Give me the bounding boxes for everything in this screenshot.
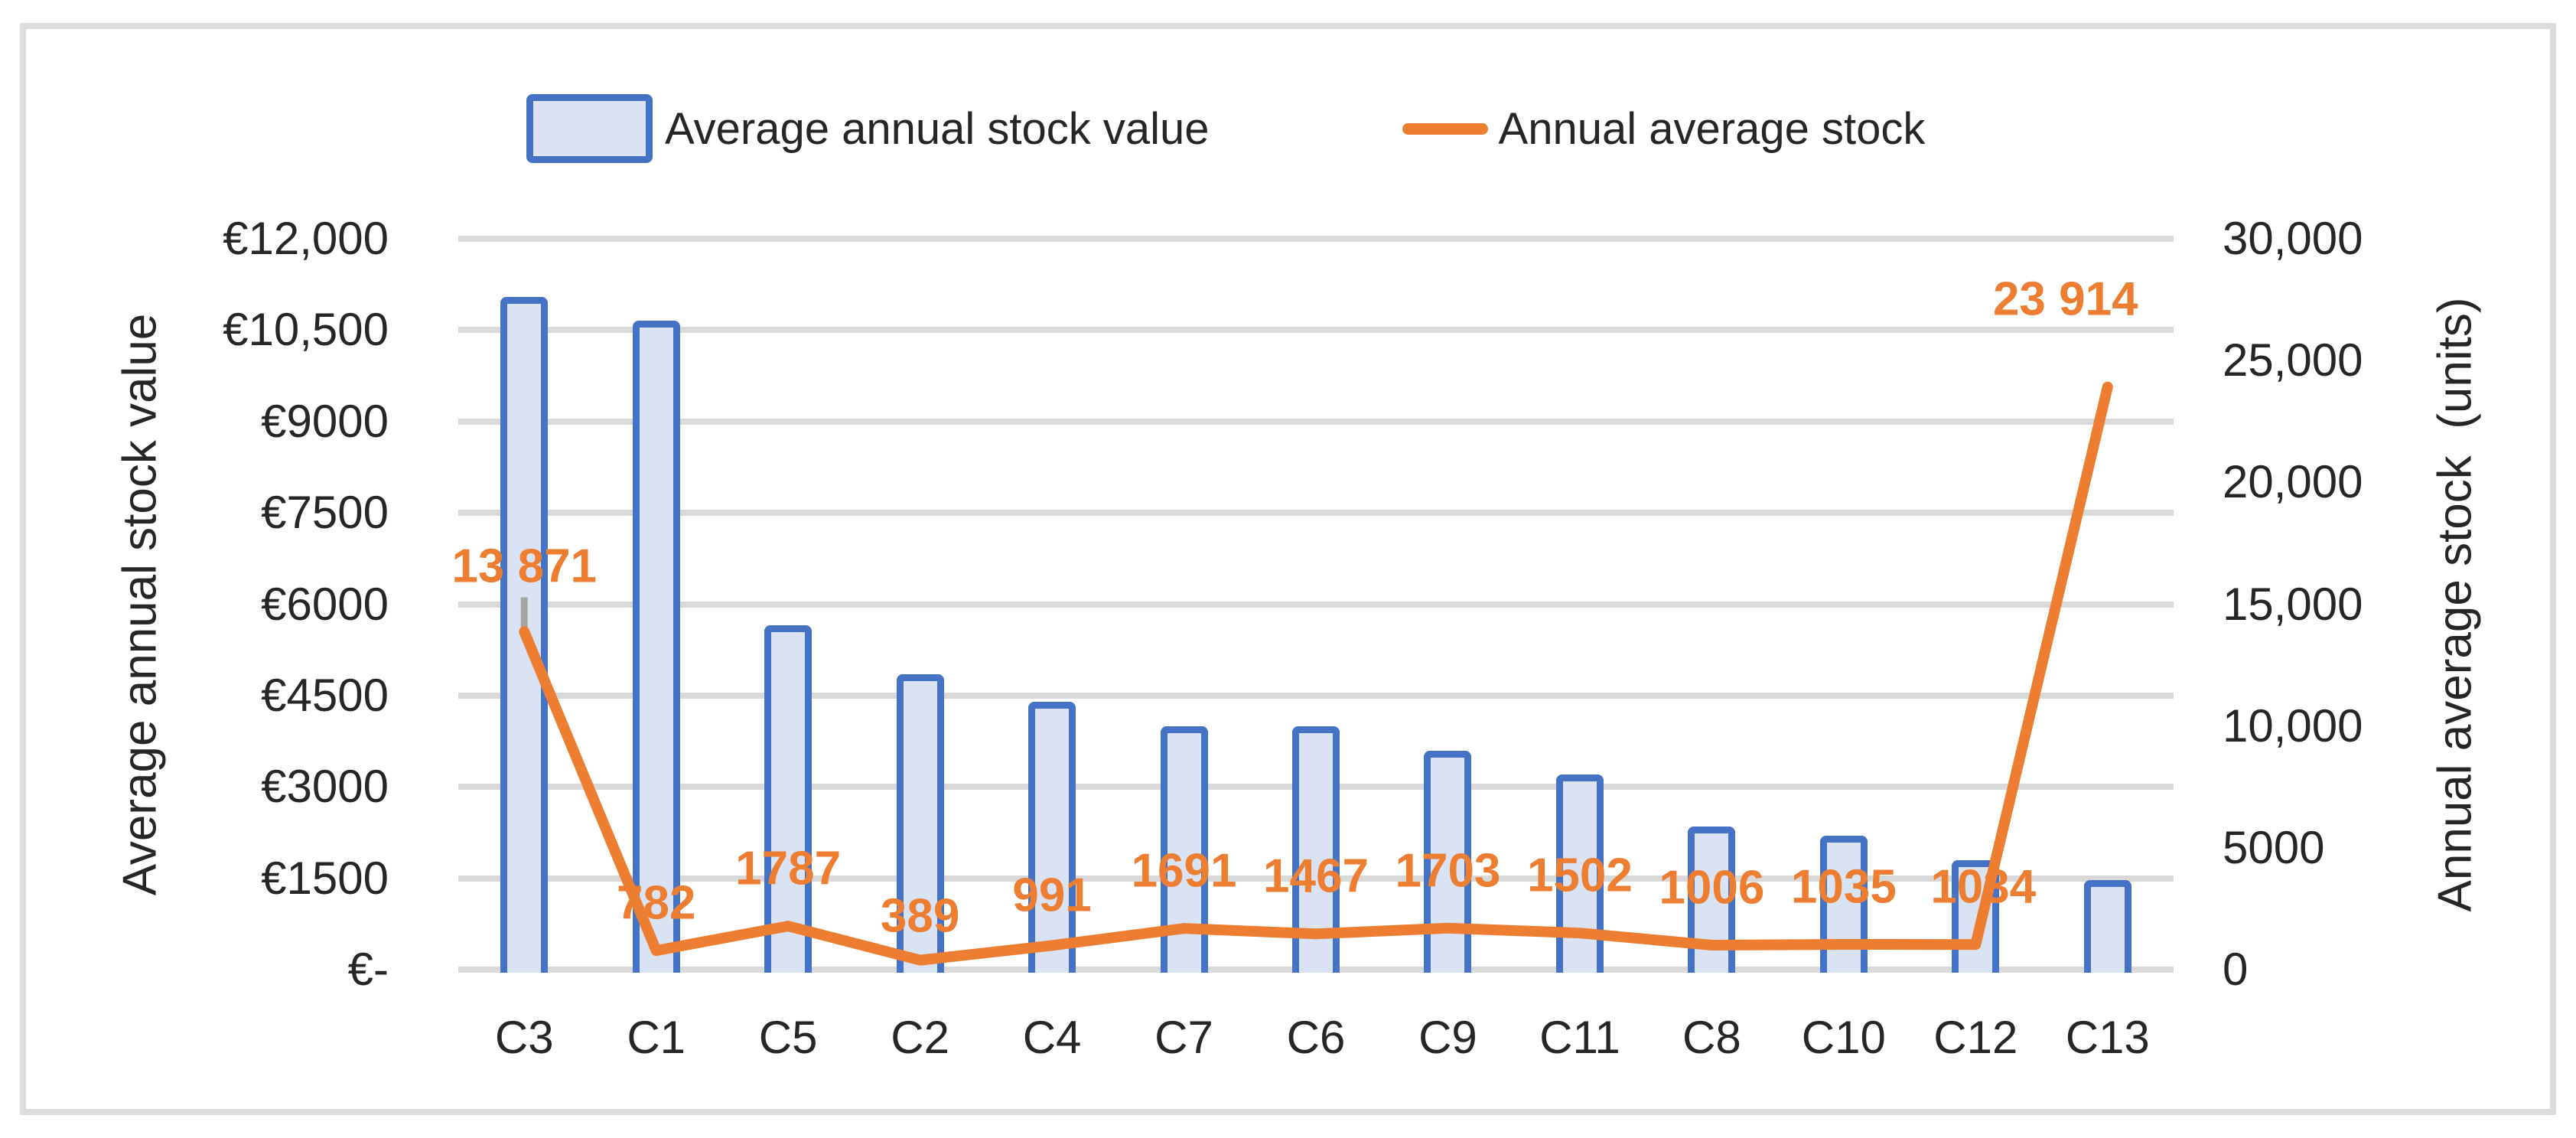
x-axis-label-C7: C7 — [1154, 1012, 1213, 1063]
x-axis-label-C12: C12 — [1933, 1012, 2018, 1063]
line-data-label: 1703 — [1395, 844, 1501, 898]
left-axis-tick-label: €6000 — [261, 578, 389, 630]
right-axis-tick-label: 0 — [2223, 944, 2249, 995]
x-axis-label-C2: C2 — [891, 1012, 949, 1063]
left-axis-tick-label: €3000 — [261, 761, 389, 813]
legend-item-line-series: Annual average stock — [1402, 103, 1926, 155]
x-axis-label-C9: C9 — [1418, 1012, 1477, 1063]
line-data-label: 1691 — [1131, 844, 1237, 898]
x-axis-label-C3: C3 — [494, 1012, 554, 1063]
x-axis-label-C8: C8 — [1682, 1012, 1741, 1063]
x-axis-label-C11: C11 — [1539, 1012, 1620, 1063]
left-axis-title: Average annual stock value — [113, 313, 167, 896]
gridline — [458, 418, 2174, 425]
bar-C13 — [2083, 880, 2131, 973]
left-axis-tick-label: €12,000 — [223, 213, 389, 264]
gridline — [458, 327, 2174, 334]
x-axis-label-C5: C5 — [758, 1012, 818, 1063]
legend: Average annual stock value Annual averag… — [526, 92, 1925, 165]
left-axis-tick-label: €10,500 — [223, 304, 389, 356]
line-data-label: 782 — [616, 876, 696, 930]
right-axis-tick-label: 20,000 — [2223, 456, 2363, 508]
right-axis-tick-label: 5000 — [2223, 821, 2325, 873]
right-axis-tick-label: 15,000 — [2223, 578, 2363, 630]
legend-bar-swatch-icon — [526, 94, 653, 163]
legend-line-label: Annual average stock — [1498, 103, 1926, 154]
gridline — [458, 510, 2174, 517]
left-axis-tick-label: €9000 — [261, 395, 389, 447]
gridline — [458, 601, 2174, 608]
left-axis-tick-label: €1500 — [261, 852, 389, 904]
right-axis-title: Annual average stock (units) — [2428, 297, 2482, 912]
legend-bar-label: Average annual stock value — [665, 103, 1210, 154]
bar-C4 — [1028, 701, 1076, 973]
x-axis-label-C13: C13 — [2065, 1012, 2150, 1063]
line-data-label: 23 914 — [1992, 272, 2138, 326]
line-data-label: 1035 — [1790, 860, 1897, 914]
line-series-annual-average-stock — [519, 381, 2113, 966]
line-path — [519, 381, 2113, 966]
left-axis-tick-label: €7500 — [261, 487, 389, 539]
legend-line-swatch-icon — [1402, 122, 1488, 135]
line-data-label: 1787 — [735, 842, 842, 895]
x-axis-label-C6: C6 — [1286, 1012, 1346, 1063]
bar-C2 — [896, 674, 944, 973]
bar-C5 — [764, 625, 813, 973]
line-data-label: 1502 — [1526, 849, 1633, 902]
gridline — [458, 236, 2174, 242]
line-data-label: 1034 — [1930, 860, 2037, 914]
bar-C9 — [1424, 750, 1472, 973]
bar-C1 — [632, 321, 680, 973]
left-axis-tick-label: €4500 — [261, 669, 389, 721]
x-axis-label-C1: C1 — [627, 1012, 686, 1063]
line-data-label: 389 — [880, 889, 960, 943]
right-axis-tick-label: 25,000 — [2223, 334, 2363, 386]
line-data-label: 1006 — [1659, 861, 1765, 915]
legend-item-bar-series: Average annual stock value — [526, 94, 1210, 163]
x-axis-label-C4: C4 — [1022, 1012, 1082, 1063]
line-data-label: 13 871 — [451, 540, 598, 593]
x-axis-label-C10: C10 — [1801, 1012, 1886, 1063]
right-axis-tick-label: 10,000 — [2223, 699, 2363, 752]
line-data-label: 1467 — [1263, 849, 1369, 903]
right-axis-tick-label: 30,000 — [2223, 213, 2363, 264]
left-axis-tick-label: €- — [347, 944, 389, 995]
gridline — [458, 692, 2174, 699]
line-data-label: 991 — [1012, 869, 1092, 922]
